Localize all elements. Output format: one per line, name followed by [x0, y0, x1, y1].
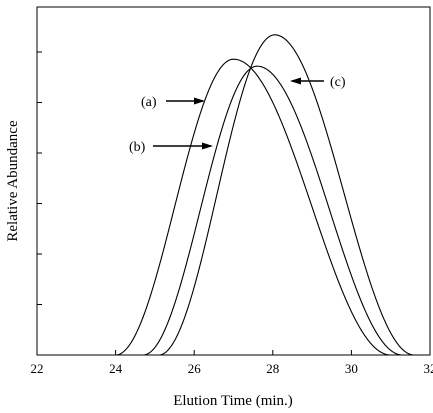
- x-tick-label: 26: [188, 361, 202, 376]
- x-tick-label: 30: [345, 361, 358, 376]
- series-curve-a: [103, 58, 403, 356]
- x-axis-label: Elution Time (min.): [173, 393, 293, 409]
- plot-frame: [36, 6, 431, 356]
- annotation-a-arrowhead: [194, 97, 205, 105]
- y-axis-ticks: [37, 51, 42, 305]
- series-curve-b: [131, 65, 415, 356]
- x-tick-label: 24: [109, 361, 123, 376]
- annotation-b-arrowhead: [202, 142, 213, 150]
- annotation-c-arrowhead: [290, 77, 301, 85]
- series-annotations: (a) (b) (c): [129, 75, 346, 155]
- y-axis-label: Relative Abundance: [5, 120, 21, 242]
- annotation-c-label: (c): [330, 75, 346, 90]
- x-tick-label: 32: [424, 361, 433, 376]
- x-axis-ticks: 22 24 26 28 30 32: [31, 350, 433, 376]
- annotation-a-label: (a): [141, 95, 157, 110]
- series-curve-c: [147, 34, 427, 356]
- x-tick-label: 22: [31, 361, 44, 376]
- annotation-b-label: (b): [129, 140, 146, 155]
- x-tick-label: 28: [266, 361, 279, 376]
- series-curves: [103, 34, 427, 356]
